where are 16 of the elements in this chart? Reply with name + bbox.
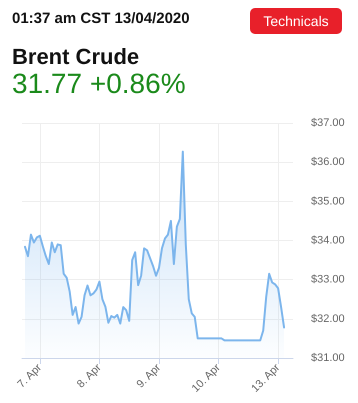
x-tick-label: 10. Apr [190,362,224,395]
x-tick-label: 8. Apr [74,362,104,391]
text: 01:37 am CST 13/04/2020 [12,10,190,27]
y-tick-label: $37.00 [311,117,345,129]
chart-title: Brent Crude [12,44,140,70]
y-tick-label: $33.00 [311,274,345,286]
technicals-button: Technicals [250,8,342,34]
y-tick-label: $36.00 [311,156,345,168]
y-tick-label: $34.00 [311,234,345,246]
y-tick-label: $35.00 [311,195,345,208]
y-tick-label: $31.00 [311,352,345,364]
x-tick-label: 7. Apr [15,362,44,391]
y-tick-label: $32.00 [311,312,345,325]
x-tick-label: 13. Apr [249,362,283,395]
chart-subtitle: 31.77 +0.86% [12,68,186,100]
x-tick-label: 9. Apr [134,362,164,391]
